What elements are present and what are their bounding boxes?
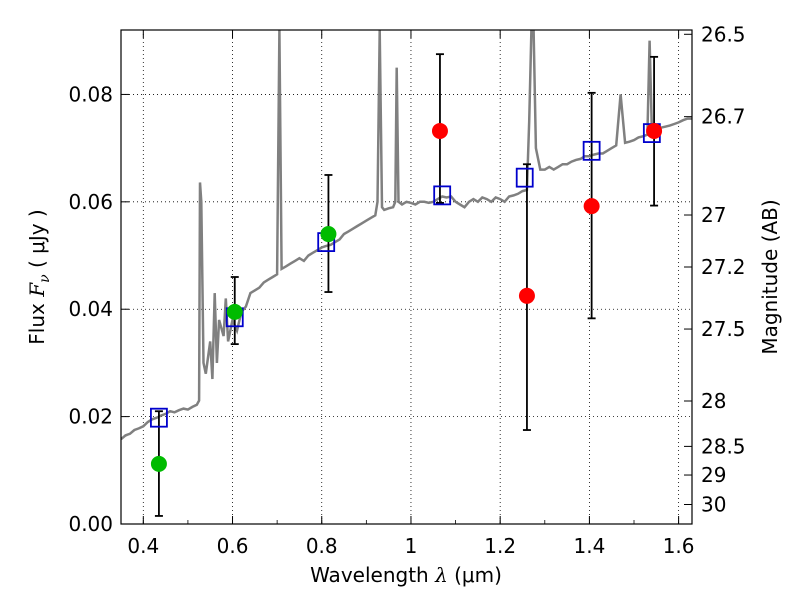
- y-tick-label: 0.08: [68, 82, 113, 106]
- x-tick-label: 1.6: [663, 534, 695, 558]
- y-tick-label: 0.04: [68, 297, 113, 321]
- y2-axis-label: Magnitude (AB): [758, 199, 782, 354]
- ir-data-point: [518, 287, 535, 304]
- x-tick-label: 0.8: [306, 534, 338, 558]
- hst-data-point: [226, 303, 243, 320]
- ir-data-point: [646, 122, 663, 139]
- plot-area-background: [121, 30, 692, 524]
- hst-data-point: [320, 226, 337, 243]
- y2-tick-label: 26.5: [701, 22, 746, 46]
- y2-tick-label: 28: [701, 389, 726, 413]
- x-tick-label: 0.4: [127, 534, 159, 558]
- model-photometry-square: [433, 185, 452, 206]
- y2-tick-label: 30: [701, 493, 726, 517]
- y2-tick-label: 27: [701, 203, 726, 227]
- y-tick-label: 0.02: [68, 405, 113, 429]
- y2-tick-label: 27.5: [701, 317, 746, 341]
- x-tick-label: 1: [405, 534, 418, 558]
- y2-tick-label: 26.7: [701, 105, 746, 129]
- y2-tick-label: 27.2: [701, 255, 746, 279]
- x-axis-label: Wavelength λ (μm): [310, 563, 502, 587]
- x-tick-label: 1.4: [573, 534, 605, 558]
- y-tick-label: 0.06: [68, 190, 113, 214]
- axis-ticks: 0.4 0.6 0.8 1 1.2 1.4 1.6 0.00 0.02 0.04 0.06 0.08 2…: [68, 22, 745, 558]
- y2-tick-label: 29: [701, 463, 726, 487]
- model-photometry-square: [582, 140, 601, 161]
- plot-frame: [120, 29, 693, 525]
- y-tick-label: 0.00: [68, 512, 113, 536]
- ir-data-point: [431, 122, 448, 139]
- hst-data-point: [150, 455, 167, 472]
- y-axis-label: Flux Fν ( μJy ): [25, 209, 53, 344]
- data-markers-layer: [150, 53, 663, 517]
- x-tick-label: 0.6: [217, 534, 249, 558]
- y2-tick-label: 28.5: [701, 434, 746, 458]
- x-tick-label: 1.2: [484, 534, 516, 558]
- model-photometry-square: [150, 407, 168, 428]
- model-photometry-square: [515, 167, 534, 188]
- ir-data-point: [583, 198, 600, 215]
